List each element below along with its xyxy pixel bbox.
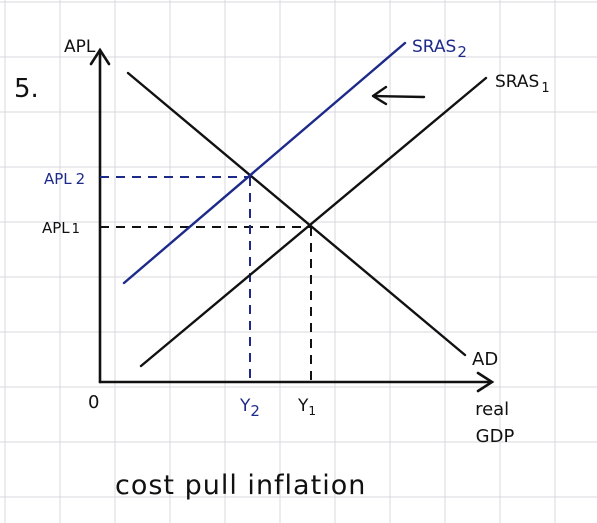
sras1-curve xyxy=(139,76,488,368)
sras1-label-subscript: 1 xyxy=(541,81,549,96)
sras2-label-subscript: 2 xyxy=(457,43,467,61)
equilibrium-2-guides xyxy=(100,176,251,382)
apl1-label: APL 1 xyxy=(42,219,80,237)
sras1-label: SRAS 1 xyxy=(495,72,550,96)
caption: cost pull inflation xyxy=(115,470,366,501)
x-axis-label: real GDP xyxy=(475,399,515,447)
ad-curve xyxy=(126,71,467,357)
x-axis-arrowhead xyxy=(476,371,495,393)
y1-label-subscript: 1 xyxy=(308,404,316,418)
x-axis-label-line1: real xyxy=(475,399,509,420)
apl2-label: APL 2 xyxy=(44,170,85,188)
sras2-label-text: SRAS xyxy=(412,37,456,57)
y2-label-subscript: 2 xyxy=(250,402,260,420)
sras1-label-text: SRAS xyxy=(495,72,539,92)
equilibrium-1-guides xyxy=(100,226,312,382)
apl2-label-subscript: 2 xyxy=(76,170,86,188)
sras2-curve xyxy=(122,41,407,285)
y1-label-text: Y xyxy=(297,396,309,416)
origin-label: 0 xyxy=(88,392,99,413)
question-number: 5. xyxy=(14,74,39,104)
ad-label: AD xyxy=(472,349,498,370)
y2-label: Y2 xyxy=(239,396,260,420)
apl1-label-text: APL xyxy=(42,219,70,237)
sras2-label: SRAS2 xyxy=(412,37,467,61)
y-axis-label: APL xyxy=(64,37,96,57)
y1-label: Y1 xyxy=(297,396,316,418)
apl2-label-text: APL xyxy=(44,170,72,188)
y-axis-arrowhead xyxy=(89,47,111,66)
y2-label-text: Y xyxy=(239,396,251,416)
axes xyxy=(89,47,495,393)
shift-left-arrow xyxy=(371,85,426,106)
apl1-label-subscript: 1 xyxy=(72,222,80,237)
x-axis-label-line2: GDP xyxy=(476,426,515,447)
